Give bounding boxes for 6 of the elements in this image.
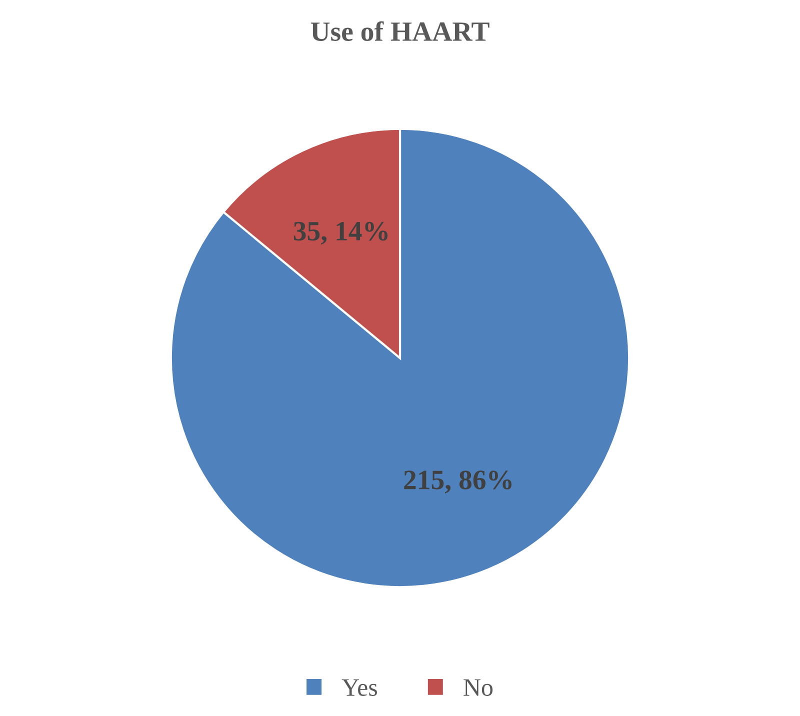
data-label: 35, 14% [294, 222, 388, 245]
pie-slice [170, 128, 630, 588]
legend-label: Yes [342, 679, 378, 696]
data-label: 215, 86% [404, 470, 512, 494]
chart-title: Use of HAART [310, 21, 490, 42]
legend-label: No [464, 679, 493, 696]
